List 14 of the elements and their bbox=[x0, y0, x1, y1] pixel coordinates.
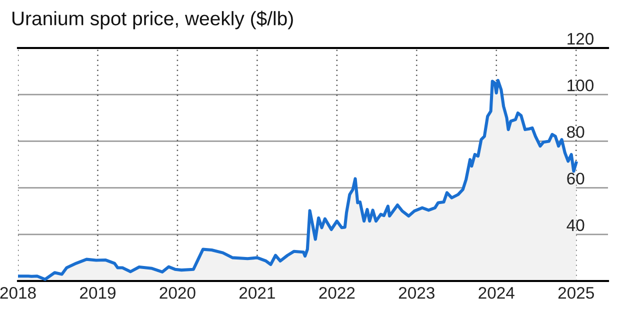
x-tick-label: 2024 bbox=[478, 286, 514, 299]
y-tick-label: 100 bbox=[568, 80, 594, 92]
x-tick-label: 2022 bbox=[319, 286, 355, 299]
x-tick-label: 2019 bbox=[80, 286, 116, 299]
y-tick-label: 60 bbox=[567, 172, 584, 185]
y-tick-label: 120 bbox=[568, 32, 594, 45]
chart-title: Uranium spot price, weekly ($/lb) bbox=[12, 10, 293, 30]
y-tick-label: 80 bbox=[567, 126, 584, 138]
x-tick-label: 2020 bbox=[160, 286, 196, 299]
x-tick-label: 2021 bbox=[239, 286, 275, 299]
x-tick-label: 2025 bbox=[558, 286, 594, 299]
x-tick-label: 2023 bbox=[398, 286, 434, 299]
y-tick-label: 40 bbox=[566, 219, 584, 232]
x-tick-label: 2018 bbox=[0, 286, 36, 299]
